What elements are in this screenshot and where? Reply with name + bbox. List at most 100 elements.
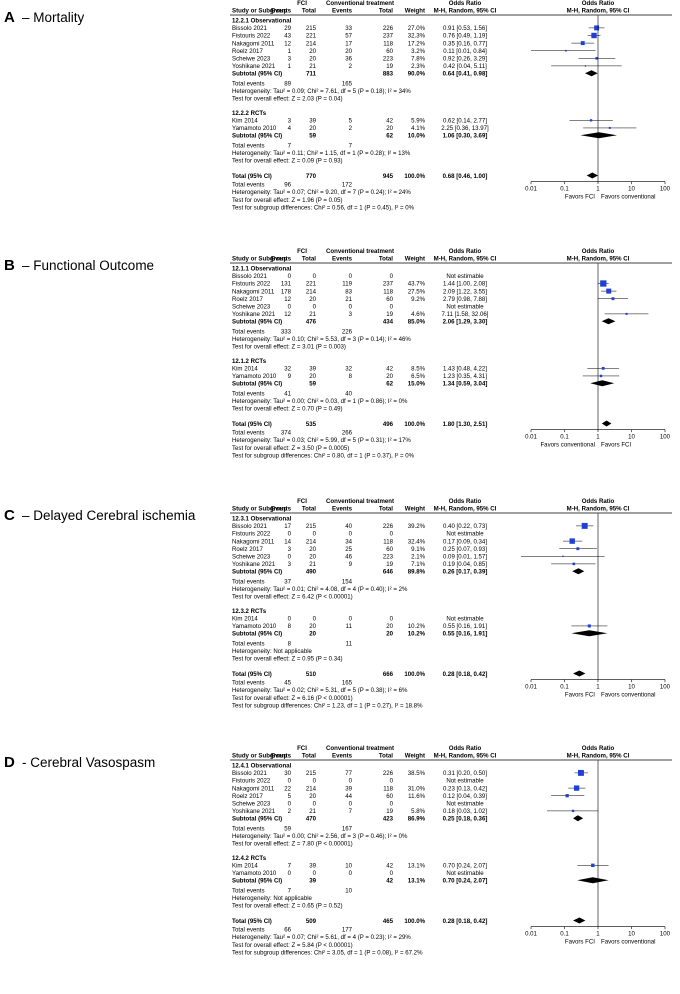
- study-events-conv: 0: [349, 801, 353, 808]
- study-total-conv: 20: [386, 125, 393, 132]
- forest-panel-a: A – Mortality FCI Conventional treatment Odd…: [4, 0, 672, 211]
- study-total-fci: 221: [306, 281, 317, 288]
- study-odds-ratio-ci: 1.44 [1.00, 2.08]: [443, 281, 487, 288]
- subtotal-odds-ratio-ci: 0.55 [0.16, 1.91]: [443, 631, 488, 638]
- study-events-fci: 12: [284, 311, 291, 318]
- study-total-conv: 60: [386, 793, 393, 800]
- total-events-label: Total events: [232, 887, 265, 894]
- study-odds-ratio-ci: Not estimable: [446, 801, 484, 808]
- total-events-label: Total events: [232, 640, 265, 647]
- header-events-fci: Events: [271, 256, 292, 263]
- study-events-fci: 3: [288, 56, 292, 63]
- total-events-fci: 37: [284, 578, 291, 585]
- study-events-conv: 25: [345, 546, 352, 553]
- header-method: M-H, Random, 95% CI: [434, 8, 497, 15]
- study-odds-ratio-ci: 0.70 [0.24, 2.07]: [443, 863, 487, 870]
- study-weight: 31.0%: [408, 785, 426, 792]
- favors-right-label: Favors conventional: [601, 939, 656, 946]
- study-point-square: [608, 126, 611, 129]
- header-total-conv: Total: [379, 753, 393, 760]
- x-axis-tick-label: 0.1: [560, 684, 569, 691]
- study-weight: 27.5%: [408, 288, 426, 295]
- subtotal-diamond: [590, 380, 615, 387]
- study-events-conv: 0: [349, 531, 353, 538]
- study-total-conv: 237: [383, 281, 394, 288]
- study-name: Fistouris 2022: [232, 531, 271, 538]
- study-odds-ratio-ci: 0.18 [0.03, 1.02]: [443, 808, 487, 815]
- study-events-fci: 3: [288, 546, 292, 553]
- study-weight: 9.1%: [411, 546, 425, 553]
- study-total-conv: 226: [383, 25, 394, 32]
- study-weight: 5.8%: [411, 808, 425, 815]
- study-name: Yoshikane 2021: [232, 561, 276, 568]
- subtotal-odds-ratio-ci: 0.64 [0.41, 0.98]: [443, 71, 488, 78]
- header-method: M-H, Random, 95% CI: [434, 256, 497, 263]
- total-events-fci: 7: [288, 887, 292, 894]
- study-events-fci: 1: [288, 63, 292, 70]
- study-total-fci: 214: [306, 538, 317, 545]
- favors-right-label: Favors conventional: [601, 194, 656, 201]
- study-total-conv: 19: [386, 808, 393, 815]
- study-events-fci: 1: [288, 48, 292, 55]
- study-point-square: [576, 547, 580, 551]
- study-total-conv: 20: [386, 373, 393, 380]
- subgroup-note: Heterogeneity: Tau² = 0.10; Chi² = 5.53,…: [232, 336, 411, 343]
- subtotal-total-conv: 646: [383, 569, 394, 576]
- header-events-fci: Events: [271, 506, 292, 513]
- study-point-square: [625, 312, 628, 315]
- study-events-conv: 0: [349, 273, 353, 280]
- total-events-conv: 154: [342, 578, 353, 585]
- subgroup-note: Test for overall effect: Z = 7.80 (P < 0…: [232, 841, 353, 848]
- study-events-conv: 0: [349, 778, 353, 785]
- header-method-plot: M-H, Random, 95% CI: [567, 506, 630, 513]
- overall-total-total-conv: 666: [383, 671, 394, 678]
- overall-events-conv: 165: [342, 680, 353, 687]
- study-total-fci: 0: [313, 616, 317, 623]
- subtotal-weight: 13.1%: [408, 878, 426, 885]
- study-odds-ratio-ci: 0.09 [0.01, 1.57]: [443, 554, 487, 561]
- study-events-conv: 40: [345, 523, 352, 530]
- favors-left-label: Favors FCI: [565, 692, 595, 699]
- study-odds-ratio-ci: Not estimable: [446, 531, 484, 538]
- header-odds-ratio-plot: Odds Ratio: [582, 248, 615, 255]
- study-total-fci: 215: [306, 523, 317, 530]
- total-events-conv: 165: [342, 80, 353, 87]
- study-total-conv: 0: [390, 304, 394, 311]
- study-point-square: [573, 785, 580, 791]
- study-weight: 39.2%: [408, 523, 426, 530]
- forest-panel-b: B – Functional Outcome FCI Conventional tre…: [4, 248, 672, 459]
- subgroup-note: Heterogeneity: Tau² = 0.00; Chi² = 0.03,…: [232, 398, 408, 405]
- overall-total-weight: 100.0%: [404, 671, 425, 678]
- study-odds-ratio-ci: 0.62 [0.14, 2.77]: [443, 118, 487, 125]
- study-events-fci: 43: [284, 33, 291, 40]
- subtotal-diamond: [577, 877, 609, 884]
- subtotal-diamond: [601, 318, 616, 325]
- subgroup-note: Test for overall effect: Z = 0.70 (P = 0…: [232, 406, 343, 413]
- study-events-conv: 11: [346, 623, 353, 630]
- subtotal-total-fci: 39: [309, 878, 316, 885]
- study-point-square: [565, 794, 569, 798]
- study-point-square: [578, 769, 584, 776]
- overall-diamond: [601, 420, 612, 427]
- x-axis-tick-label: 0.01: [525, 931, 537, 938]
- subgroup-note: Test for overall effect: Z = 0.09 (P = 0…: [232, 158, 343, 165]
- header-odds-ratio: Odds Ratio: [449, 0, 482, 7]
- study-weight: 5.9%: [411, 118, 425, 125]
- study-total-fci: 21: [309, 808, 316, 815]
- x-axis-tick-label: 0.1: [560, 186, 569, 193]
- subtotal-weight: 10.2%: [408, 631, 426, 638]
- panel-title: - Cerebral Vasospasm: [22, 755, 155, 770]
- overall-total-total-fci: 509: [306, 918, 317, 925]
- overall-total-total-conv: 465: [383, 918, 394, 925]
- study-events-conv: 21: [345, 296, 352, 303]
- header-events-fci: Events: [271, 8, 292, 15]
- study-events-conv: 20: [345, 48, 352, 55]
- study-name: Roelz 2017: [232, 296, 263, 303]
- subtotal-total-fci: 490: [306, 569, 317, 576]
- header-odds-ratio-plot: Odds Ratio: [582, 498, 615, 505]
- study-weight: 43.7%: [408, 281, 426, 288]
- forest-panel-c: C – Delayed Cerebral ischemia FCI Conventio…: [4, 498, 672, 709]
- study-events-conv: 77: [345, 770, 352, 777]
- header-events-conv: Events: [332, 256, 353, 263]
- study-point-square: [591, 863, 595, 868]
